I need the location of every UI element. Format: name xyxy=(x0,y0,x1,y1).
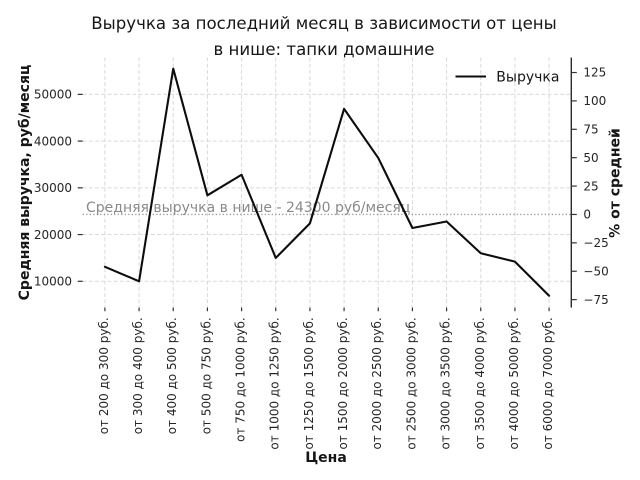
grid-layer xyxy=(82,57,572,308)
y-tick-label: 50000 xyxy=(34,88,72,102)
x-tick-label: от 1250 до 1500 руб. xyxy=(302,317,316,449)
legend: Выручка xyxy=(455,70,559,86)
y2-tick-label: 0 xyxy=(583,208,591,222)
y2-axis-label: % от средней xyxy=(608,128,624,238)
y2-tick-label: 50 xyxy=(583,151,598,165)
revenue-series-line xyxy=(103,67,551,297)
x-tick-label: от 3500 до 4000 руб. xyxy=(473,317,487,449)
chart-title-line1: Выручка за последний месяц в зависимости… xyxy=(91,14,556,33)
x-tick-label: от 3000 до 3500 руб. xyxy=(439,317,453,449)
average-annotation: Средняя выручка в нише - 24300 руб/месяц xyxy=(86,200,410,216)
y2-tick-label: −50 xyxy=(583,264,608,278)
x-tick-label: от 500 до 750 руб. xyxy=(199,317,213,434)
x-tick-label: от 2500 до 3000 руб. xyxy=(404,317,418,449)
axis-layer xyxy=(77,57,577,312)
x-tick-label: от 2000 до 2500 руб. xyxy=(370,317,384,449)
y-tick-label: 40000 xyxy=(34,134,72,148)
y2-tick-label: −75 xyxy=(583,293,608,307)
y2-tick-label: 100 xyxy=(583,94,606,108)
chart-title-line2: в нише: тапки домашние xyxy=(213,40,434,59)
x-tick-label: от 750 до 1000 руб. xyxy=(234,317,248,442)
x-tick-label: от 4000 до 5000 руб. xyxy=(507,317,521,449)
x-tick-label: от 1000 до 1250 руб. xyxy=(268,317,282,449)
tick-label-layer: 10000 20000 30000 40000 50000 −75 −50 −25 0 25 50 7… xyxy=(34,66,609,450)
y2-tick-label: 75 xyxy=(583,123,598,137)
y2-tick-label: −25 xyxy=(583,236,608,250)
x-tick-label: от 300 до 400 руб. xyxy=(131,317,145,434)
y-tick-label: 30000 xyxy=(34,181,72,195)
x-tick-label: от 6000 до 7000 руб. xyxy=(541,317,555,449)
y2-tick-label: 25 xyxy=(583,179,598,193)
y-axis-label: Средняя выручка, руб/месяц xyxy=(17,65,33,301)
legend-label: Выручка xyxy=(496,70,559,86)
x-axis-label: Цена xyxy=(305,450,347,466)
x-tick-label: от 200 до 300 руб. xyxy=(97,317,111,434)
y2-tick-label: 125 xyxy=(583,66,606,80)
y-tick-label: 20000 xyxy=(34,228,72,242)
x-tick-label: от 1500 до 2000 руб. xyxy=(336,317,350,449)
x-tick-label: от 400 до 500 руб. xyxy=(165,317,179,434)
y-tick-label: 10000 xyxy=(34,274,72,288)
